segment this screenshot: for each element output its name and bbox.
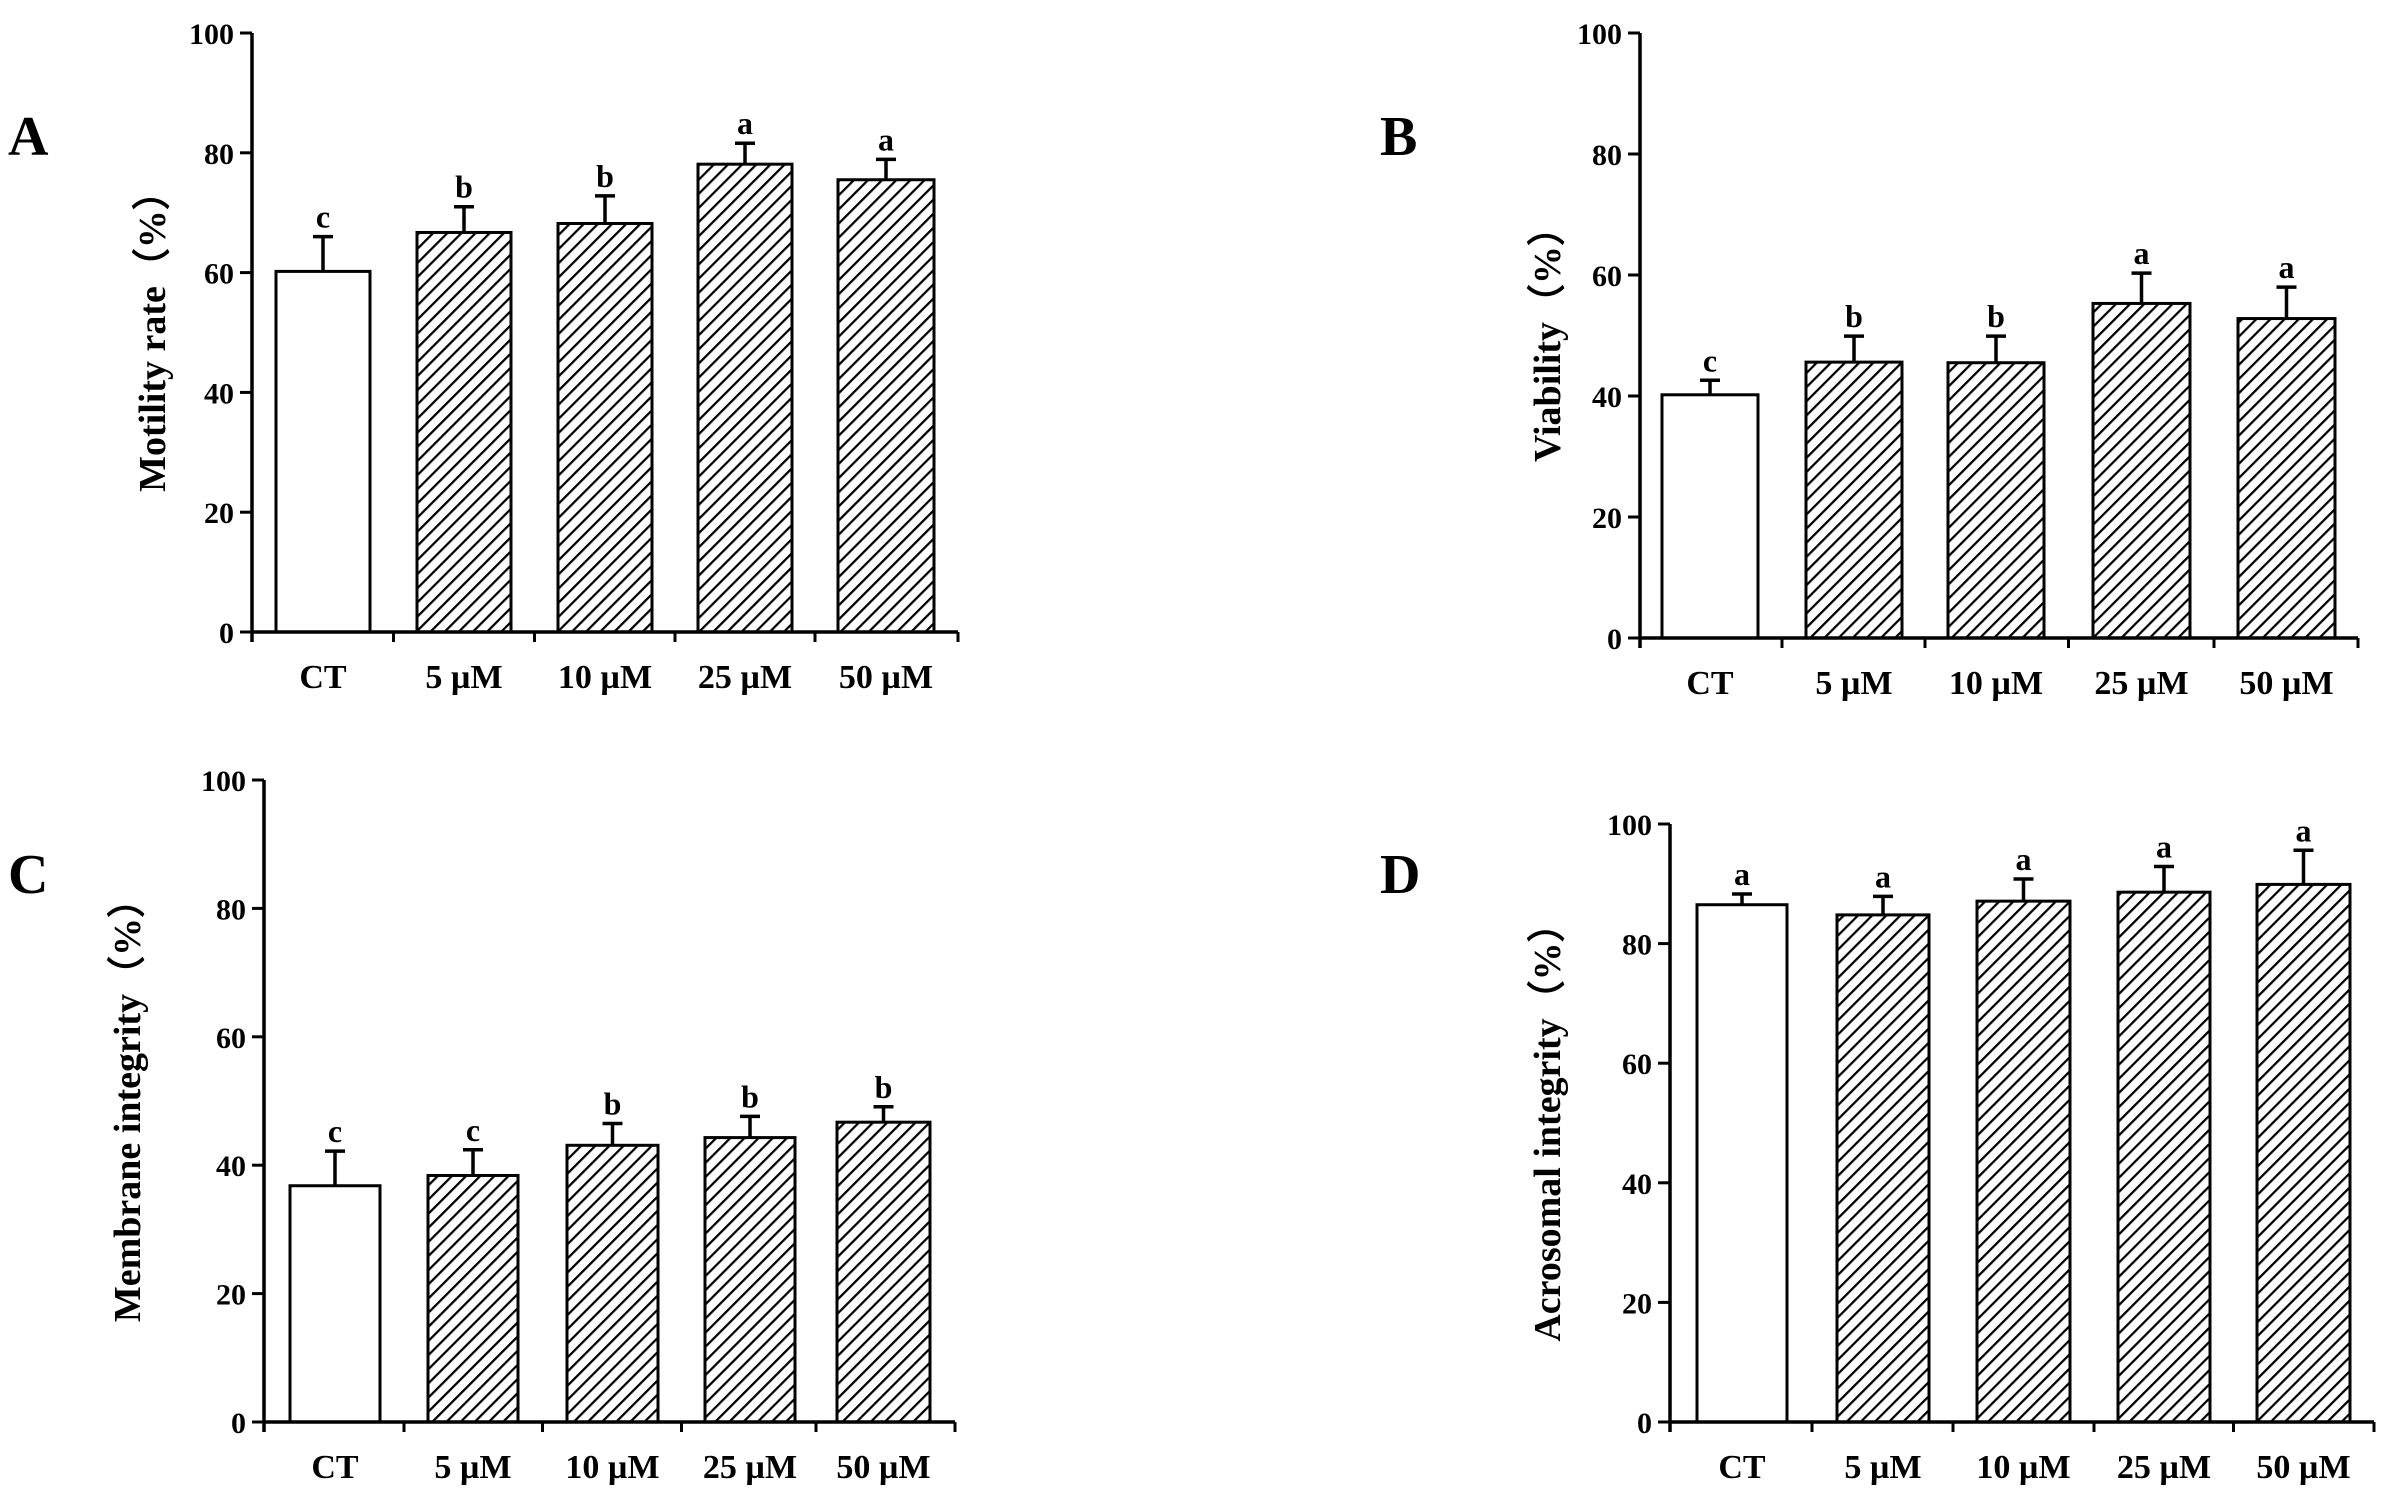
bar: [1660, 393, 1760, 640]
x-tick-label: 5 µM: [1815, 665, 1892, 702]
y-tick-label: 60: [216, 1022, 246, 1055]
panel-c: C Membrane integrity（%） c CT c 5 µM b 10 µM b 25 …: [8, 765, 957, 1486]
x-tick-label: CT: [299, 659, 347, 696]
panel-label: A: [8, 106, 49, 168]
y-tick-label: 20: [216, 1279, 246, 1312]
significance-letter: c: [316, 199, 330, 235]
bar: [1804, 360, 1904, 640]
significance-letter: a: [737, 105, 753, 141]
y-tick-label: 80: [216, 893, 246, 926]
significance-letter: a: [2279, 249, 2295, 285]
bar: [835, 1120, 932, 1424]
y-tick-label: 20: [204, 497, 234, 530]
x-tick-label: 10 µM: [1949, 665, 2043, 702]
significance-letter: c: [1703, 342, 1717, 378]
y-tick-label: 40: [1622, 1168, 1652, 1201]
y-tick-label: 40: [204, 377, 234, 410]
y-tick-label: 40: [1592, 381, 1622, 414]
x-tick-label: CT: [1718, 1449, 1766, 1486]
y-tick-label: 100: [1607, 809, 1652, 842]
significance-letter: b: [604, 1085, 622, 1121]
y-tick-label: 100: [189, 18, 234, 51]
y-tick-label: 20: [1622, 1287, 1652, 1320]
panel-label: B: [1380, 106, 1417, 168]
x-tick-label: 5 µM: [434, 1449, 511, 1486]
bar: [1946, 361, 2046, 640]
x-tick-label: 10 µM: [558, 659, 652, 696]
y-tick-label: 0: [1637, 1407, 1652, 1440]
bar: [696, 162, 794, 634]
panel-d: D Acrosomal integrity（%） a CT a 5 µM a 10 µM a 25…: [1380, 809, 2376, 1486]
bar: [836, 178, 936, 634]
bar: [1835, 913, 1931, 1424]
bar: [2116, 890, 2212, 1424]
x-tick-label: 25 µM: [698, 659, 792, 696]
y-axis-label: Viability（%）: [1527, 208, 1569, 462]
bar: [274, 269, 372, 634]
significance-letter: b: [1987, 298, 2005, 334]
bar: [415, 230, 513, 634]
significance-letter: b: [596, 158, 614, 194]
x-tick-label: 5 µM: [425, 659, 502, 696]
y-tick-label: 80: [1592, 139, 1622, 172]
x-tick-label: 10 µM: [1976, 1449, 2070, 1486]
bar: [556, 221, 654, 634]
y-tick-label: 60: [1592, 260, 1622, 293]
y-tick-label: 80: [1622, 929, 1652, 962]
significance-letter: c: [328, 1113, 342, 1149]
bar: [1695, 903, 1789, 1424]
significance-letter: c: [466, 1112, 480, 1148]
significance-letter: a: [2156, 828, 2172, 864]
x-tick-label: CT: [1686, 665, 1734, 702]
significance-letter: a: [878, 121, 894, 157]
y-axis-label: Acrosomal integrity（%）: [1527, 904, 1569, 1341]
significance-letter: a: [2296, 812, 2312, 848]
x-tick-label: 25 µM: [2094, 665, 2188, 702]
significance-letter: b: [741, 1078, 759, 1114]
panel-b: B Viability（%） c CT b 5 µM b 10 µM a 25 µM a 50 µM 0…: [1380, 18, 2360, 702]
bar: [703, 1136, 797, 1424]
y-tick-label: 40: [216, 1150, 246, 1183]
bar: [2236, 317, 2337, 640]
y-tick-label: 0: [231, 1407, 246, 1440]
bar: [288, 1184, 382, 1424]
significance-letter: a: [1734, 856, 1750, 892]
x-tick-label: 50 µM: [836, 1449, 930, 1486]
panel-a: A Motility rate（%） c CT b 5 µM b 10 µM a 25 µM a 50…: [8, 18, 960, 696]
x-tick-label: 25 µM: [703, 1449, 797, 1486]
y-tick-label: 100: [201, 765, 246, 798]
y-tick-label: 80: [204, 138, 234, 171]
bar: [1975, 899, 2072, 1424]
significance-letter: a: [2134, 235, 2150, 271]
bar: [2255, 882, 2352, 1424]
significance-letter: b: [455, 169, 473, 205]
y-tick-label: 60: [1622, 1048, 1652, 1081]
y-tick-label: 0: [1607, 623, 1622, 656]
x-tick-label: 50 µM: [2256, 1449, 2350, 1486]
x-tick-label: 50 µM: [839, 659, 933, 696]
x-tick-label: 25 µM: [2117, 1449, 2211, 1486]
significance-letter: b: [1845, 298, 1863, 334]
bar: [426, 1173, 520, 1424]
y-tick-label: 60: [204, 258, 234, 291]
y-axis-label: Membrane integrity（%）: [107, 880, 149, 1322]
y-tick-label: 0: [219, 617, 234, 650]
panel-label: C: [8, 844, 48, 906]
y-tick-label: 20: [1592, 502, 1622, 535]
panel-label: D: [1380, 844, 1420, 906]
significance-letter: a: [2016, 841, 2032, 877]
y-axis-label: Motility rate（%）: [132, 172, 174, 492]
x-tick-label: 50 µM: [2239, 665, 2333, 702]
y-tick-label: 100: [1577, 18, 1622, 51]
x-tick-label: 5 µM: [1844, 1449, 1921, 1486]
significance-letter: b: [875, 1069, 893, 1105]
bar: [565, 1143, 660, 1424]
significance-letter: a: [1875, 858, 1891, 894]
bar: [2091, 301, 2192, 640]
x-tick-label: CT: [311, 1449, 359, 1486]
x-tick-label: 10 µM: [565, 1449, 659, 1486]
